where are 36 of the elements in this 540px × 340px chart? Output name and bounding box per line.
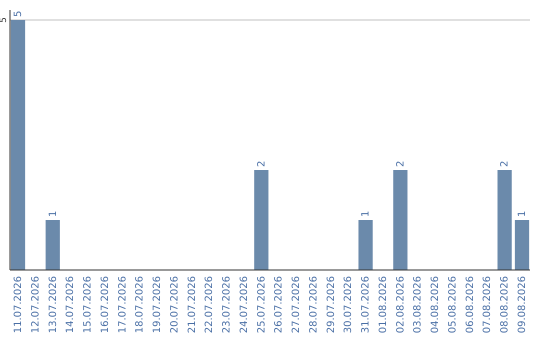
- x-tick-label: 30.07.2026: [343, 276, 354, 334]
- x-tick-label: 12.07.2026: [30, 276, 42, 334]
- x-tick-label: 16.07.2026: [100, 276, 111, 334]
- x-tick-label: 20.07.2026: [169, 276, 180, 334]
- x-tick-label: 17.07.2026: [117, 276, 128, 334]
- x-tick-label: 31.07.2026: [360, 276, 372, 334]
- x-tick-label: 04.08.2026: [430, 276, 442, 334]
- x-tick-label: 23.07.2026: [222, 276, 233, 334]
- x-tick-label: 06.08.2026: [464, 276, 476, 334]
- data-label: 2: [500, 160, 511, 167]
- data-label: 2: [256, 160, 268, 167]
- x-tick-label: 11.07.2026: [12, 276, 24, 334]
- data-label: 1: [48, 210, 59, 217]
- x-tick-label: 14.07.2026: [65, 276, 76, 334]
- x-tick-label: 01.08.2026: [378, 276, 389, 334]
- x-tick-label: 09.08.2026: [517, 276, 528, 334]
- x-tick-label: 03.08.2026: [412, 276, 424, 334]
- x-tick-label: 22.07.2026: [204, 276, 216, 334]
- x-tick-label: 29.07.2026: [326, 276, 337, 334]
- x-tick-label: 25.07.2026: [256, 276, 268, 334]
- data-label: 1: [517, 210, 528, 217]
- x-tick-label: 26.07.2026: [274, 276, 285, 334]
- x-tick-label: 05.08.2026: [447, 276, 458, 334]
- data-label: 1: [360, 210, 372, 217]
- data-label: 2: [395, 160, 406, 167]
- x-tick-label: 27.07.2026: [291, 276, 302, 334]
- x-tick-label: 13.07.2026: [48, 276, 59, 334]
- x-tick-label: 28.07.2026: [308, 276, 320, 334]
- x-tick-label: 15.07.2026: [82, 276, 94, 334]
- x-tick-label: 07.08.2026: [482, 276, 494, 334]
- x-tick-label: 02.08.2026: [395, 276, 406, 334]
- x-tick-label: 21.07.2026: [186, 276, 198, 334]
- x-tick-label: 19.07.2026: [152, 276, 164, 334]
- x-tick-label: 18.07.2026: [134, 276, 146, 334]
- x-tick-label: 08.08.2026: [500, 276, 511, 334]
- x-tick-label: 24.07.2026: [238, 276, 250, 334]
